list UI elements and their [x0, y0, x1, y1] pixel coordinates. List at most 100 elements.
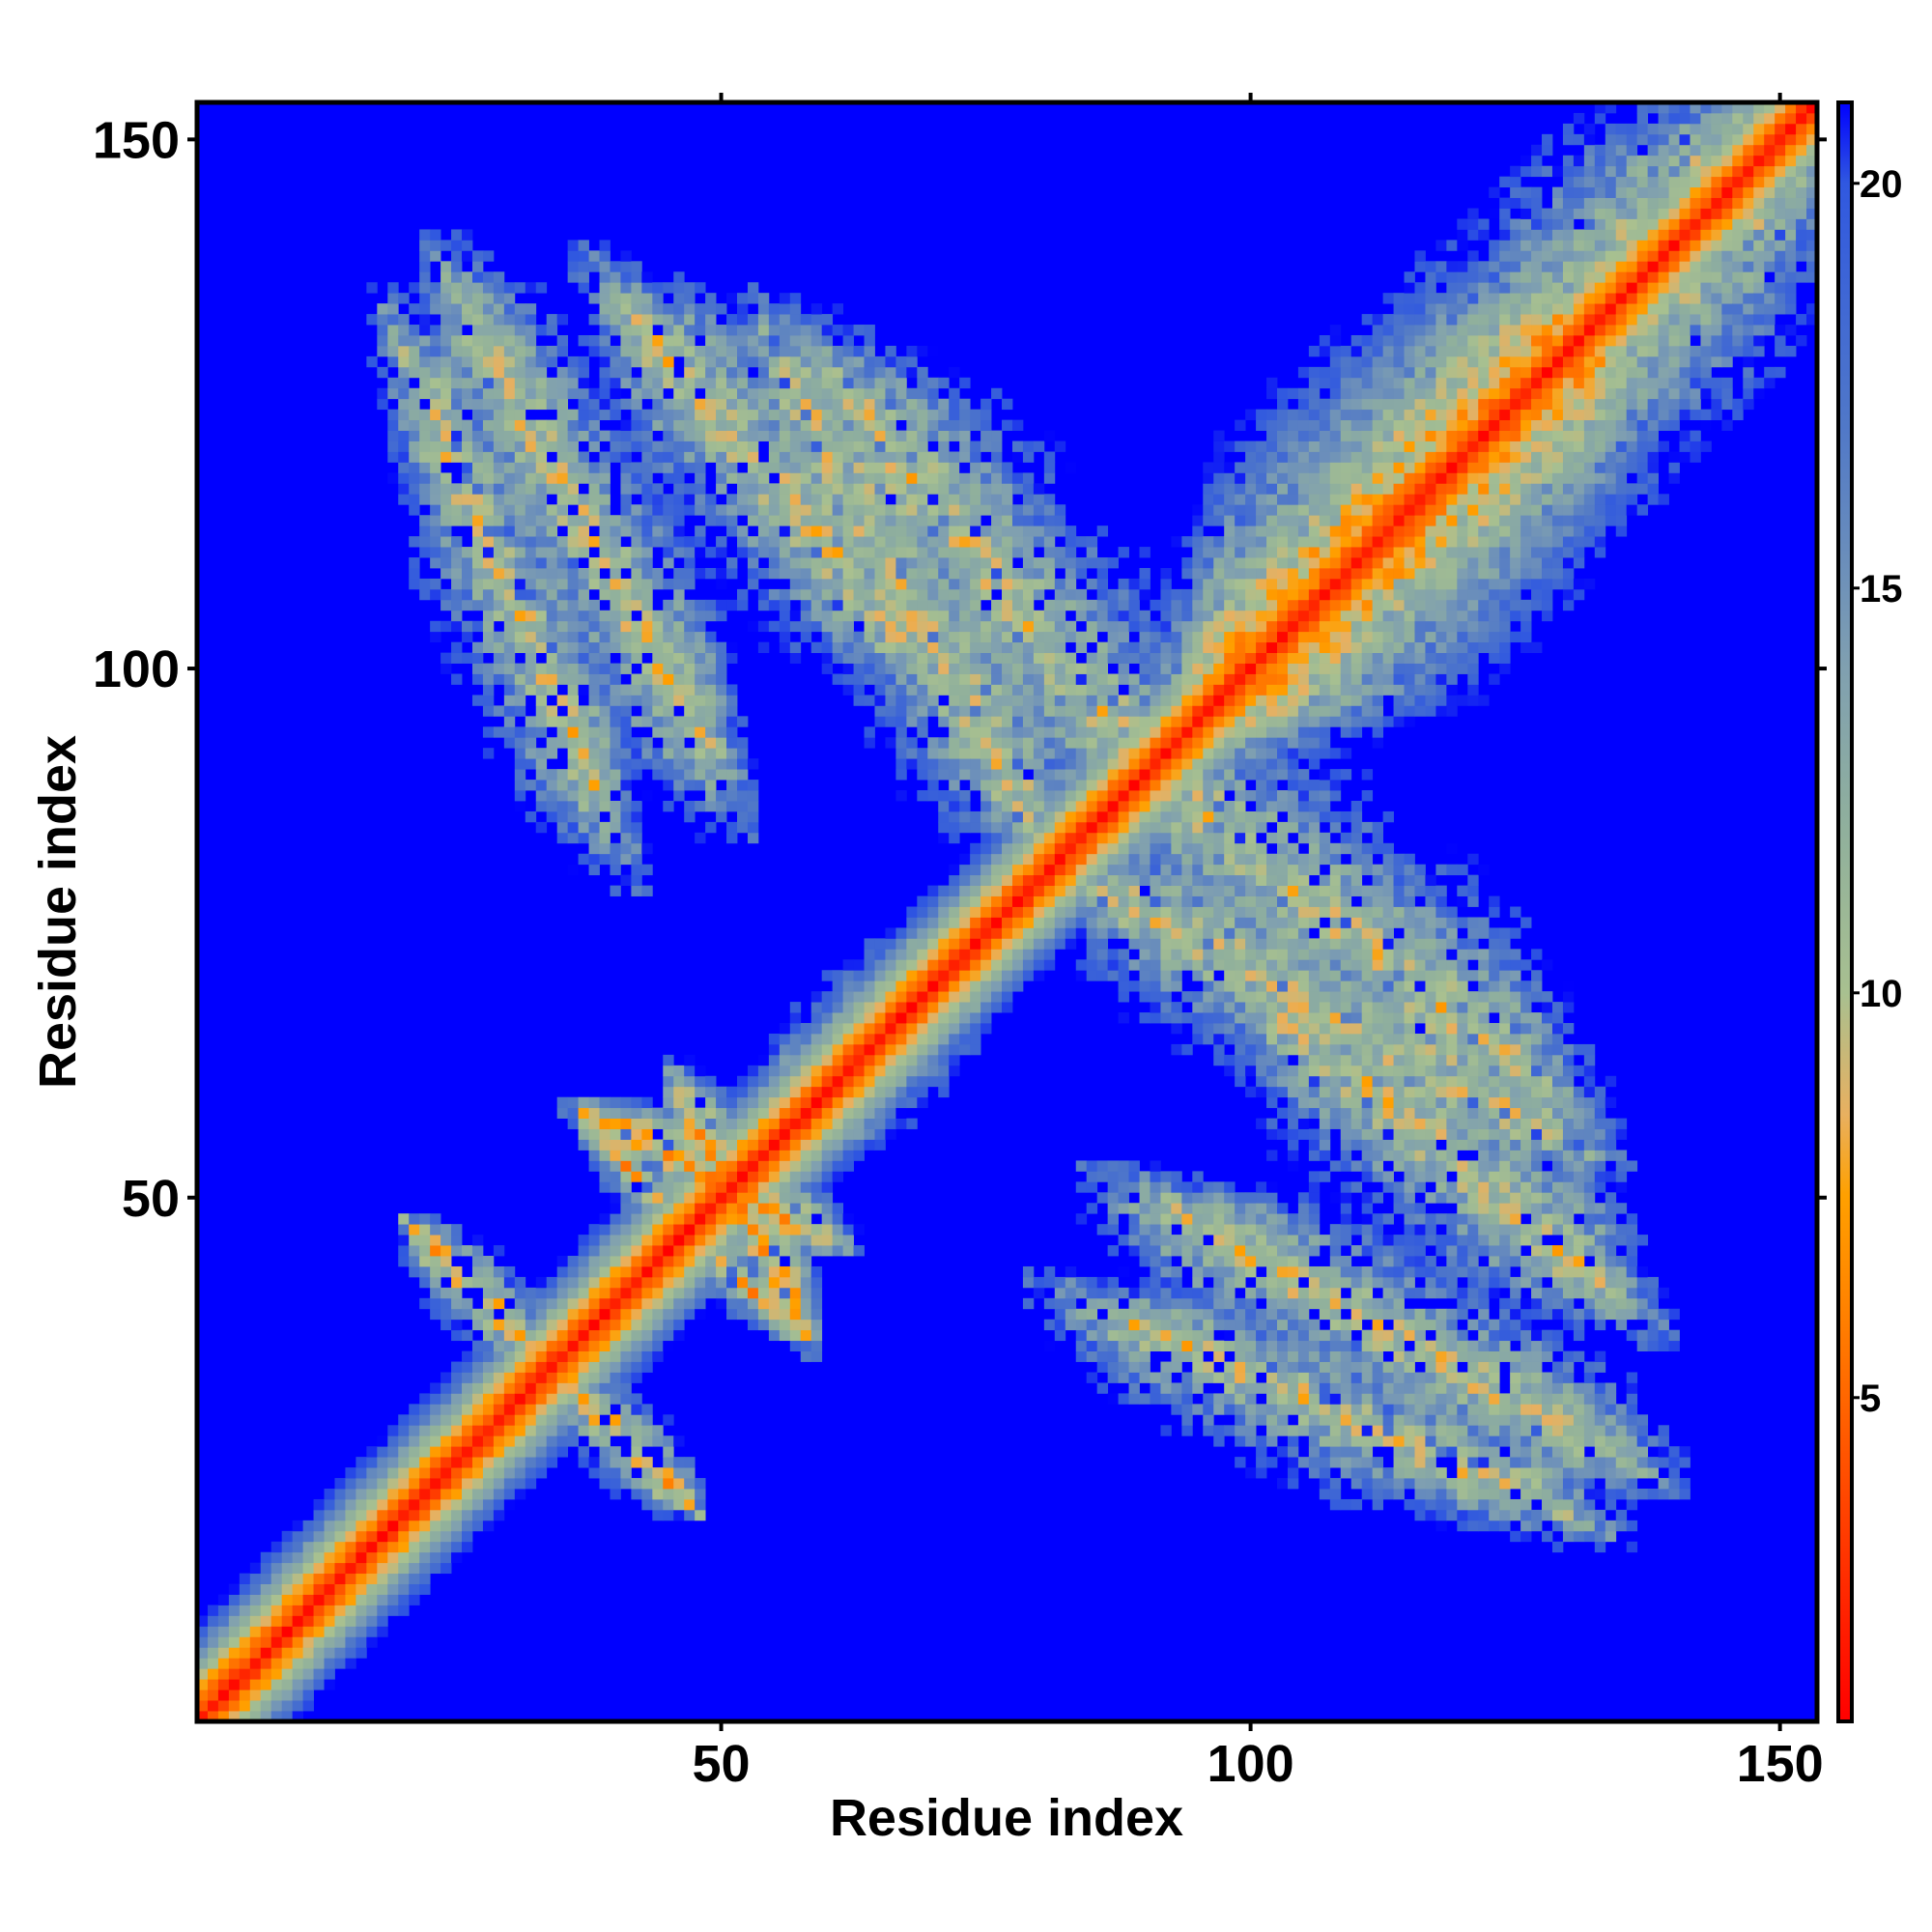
heatmap-cell — [768, 1096, 781, 1109]
heatmap-cell — [747, 462, 759, 473]
heatmap-cell — [451, 578, 463, 590]
heatmap-cell — [567, 1382, 579, 1394]
heatmap-cell — [419, 1435, 431, 1447]
heatmap-cell — [684, 1498, 696, 1511]
heatmap-cell — [578, 472, 589, 484]
heatmap-cell — [652, 303, 664, 315]
heatmap-cell — [1011, 610, 1024, 622]
heatmap-cell — [1075, 695, 1088, 706]
heatmap-cell — [313, 1615, 325, 1627]
heatmap-cell — [419, 451, 431, 463]
heatmap-cell — [768, 536, 781, 548]
heatmap-cell — [980, 504, 992, 516]
heatmap-cell — [821, 1086, 834, 1098]
heatmap-cell — [1118, 1319, 1129, 1331]
heatmap-cell — [419, 1213, 431, 1225]
heatmap-cell — [631, 1276, 642, 1289]
heatmap-cell — [419, 526, 431, 537]
heatmap-cell — [641, 1498, 653, 1511]
heatmap-cell — [493, 1509, 505, 1521]
heatmap-cell — [324, 1658, 335, 1669]
heatmap-cell — [419, 462, 431, 473]
heatmap-cell — [620, 1256, 632, 1267]
heatmap-cell — [1128, 1235, 1140, 1246]
heatmap-cell — [1150, 917, 1161, 928]
heatmap-cell — [620, 588, 632, 601]
heatmap-cell — [366, 1541, 378, 1553]
heatmap-cell — [737, 430, 749, 441]
heatmap-cell — [1011, 906, 1024, 918]
heatmap-cell — [917, 1096, 928, 1109]
heatmap-cell — [556, 1414, 569, 1426]
heatmap-cell — [684, 1075, 696, 1088]
heatmap-cell — [695, 440, 706, 452]
heatmap-cell — [705, 355, 717, 368]
heatmap-cell — [1150, 673, 1161, 685]
heatmap-cell — [716, 377, 727, 389]
heatmap-cell — [1086, 769, 1098, 781]
heatmap-cell — [663, 748, 674, 759]
heatmap-cell — [610, 663, 621, 674]
heatmap-cell — [1033, 737, 1045, 749]
heatmap-cell — [1150, 631, 1161, 643]
heatmap-cell — [631, 536, 642, 548]
heatmap-cell — [991, 494, 1003, 505]
heatmap-cell — [631, 1404, 642, 1415]
heatmap-cell — [895, 748, 907, 759]
heatmap-cell — [1086, 1329, 1098, 1342]
heatmap-cell — [1118, 695, 1129, 706]
heatmap-cell — [546, 1457, 558, 1468]
heatmap-cell — [810, 1329, 823, 1342]
heatmap-cell — [673, 1287, 685, 1299]
heatmap-cell — [1054, 1297, 1066, 1310]
heatmap-cell — [451, 1541, 463, 1553]
heatmap-cell — [1128, 1224, 1140, 1236]
heatmap-cell — [514, 440, 526, 452]
heatmap-cell — [970, 842, 981, 855]
heatmap-cell — [895, 462, 907, 473]
heatmap-cell — [874, 1086, 886, 1098]
heatmap-cell — [938, 980, 950, 992]
heatmap-cell — [313, 1573, 325, 1584]
heatmap-cell — [895, 588, 907, 601]
heatmap-cell — [652, 631, 664, 643]
heatmap-cell — [737, 334, 749, 347]
heatmap-cell — [789, 1043, 802, 1056]
heatmap-cell — [959, 853, 971, 866]
heatmap-cell — [895, 938, 907, 950]
heatmap-cell — [556, 345, 569, 357]
heatmap-cell — [1043, 800, 1056, 812]
heatmap-cell — [1171, 927, 1182, 939]
heatmap-cell — [493, 1467, 505, 1479]
heatmap-cell — [482, 515, 495, 526]
heatmap-cell — [885, 366, 896, 379]
heatmap-cell — [695, 780, 706, 791]
heatmap-cell — [503, 325, 516, 336]
heatmap-cell — [1065, 1276, 1077, 1289]
heatmap-cell — [810, 1276, 823, 1289]
heatmap-cell — [874, 1012, 886, 1024]
heatmap-cell — [853, 536, 865, 548]
heatmap-cell — [927, 387, 939, 400]
heatmap-cell — [1022, 515, 1035, 526]
heatmap-cell — [482, 462, 495, 473]
heatmap-cell — [652, 684, 664, 696]
heatmap-cell — [705, 567, 717, 580]
heatmap-cell — [556, 695, 569, 706]
heatmap-cell — [716, 641, 727, 654]
heatmap-cell — [789, 1256, 802, 1267]
heatmap-cell — [334, 1594, 346, 1605]
heatmap-cell — [726, 780, 738, 791]
heatmap-cell — [345, 1467, 356, 1479]
heatmap-cell — [1139, 790, 1151, 802]
heatmap-cell — [980, 462, 992, 473]
heatmap-cell — [377, 1626, 388, 1637]
heatmap-cell — [906, 409, 918, 421]
heatmap-cell — [716, 705, 727, 717]
heatmap-cell — [1022, 641, 1035, 654]
heatmap-cell — [1139, 874, 1151, 887]
heatmap-cell — [810, 599, 823, 611]
heatmap-cell — [1107, 917, 1119, 928]
heatmap-cell — [1139, 1192, 1151, 1204]
heatmap-cell — [514, 334, 526, 347]
